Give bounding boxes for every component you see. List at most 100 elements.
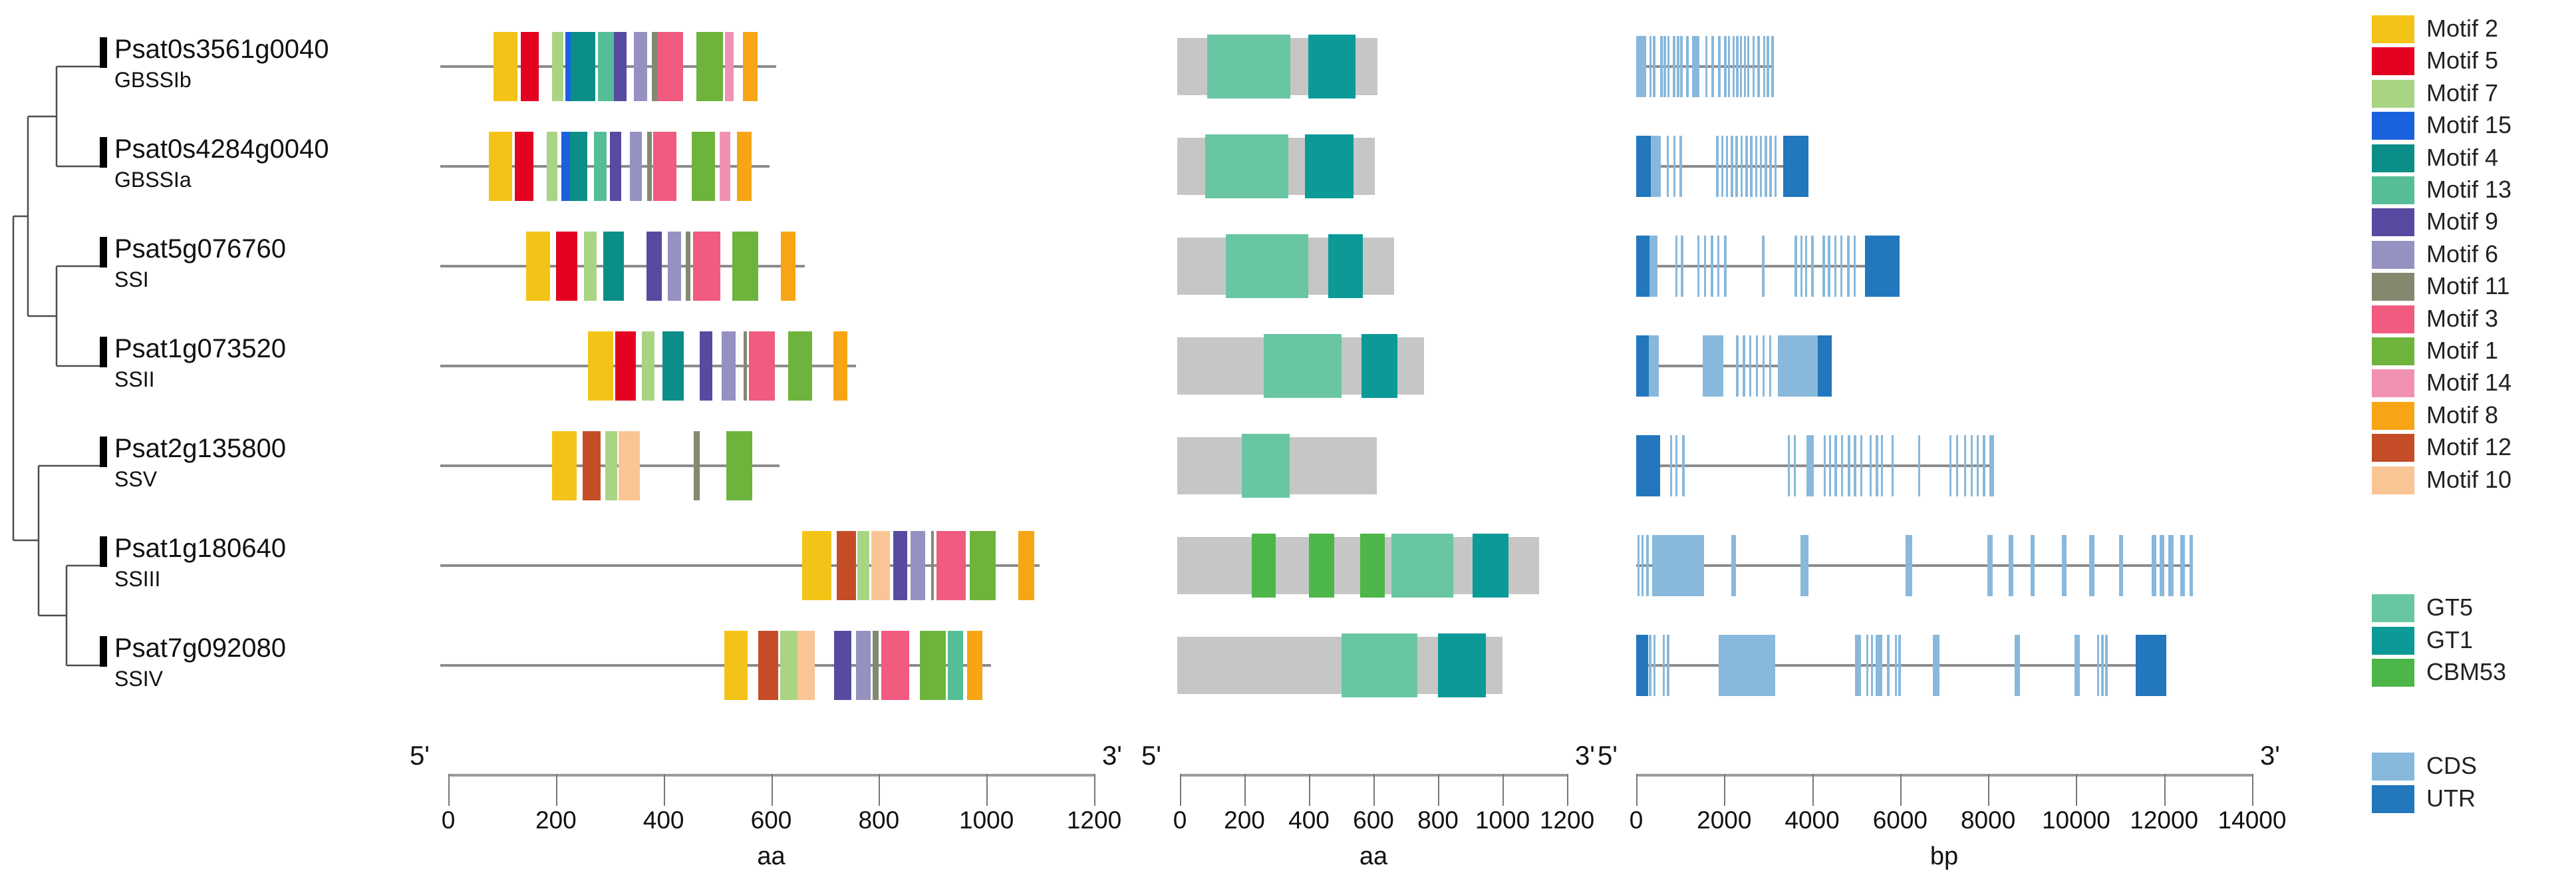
cds-segment — [1804, 236, 1808, 297]
legend-motif-15-swatch — [2372, 112, 2414, 140]
cds-segment — [1649, 36, 1651, 97]
legend-motif-1-swatch — [2372, 337, 2414, 365]
cds-segment — [1834, 435, 1837, 496]
cds-segment — [1949, 435, 1952, 496]
domain-axis-tick-label: 600 — [1353, 806, 1394, 834]
cds-segment — [1848, 435, 1850, 496]
cds-segment — [2061, 535, 2067, 596]
cds-segment — [1769, 335, 1772, 397]
motif-box-11 — [647, 132, 652, 201]
cds-segment — [1763, 36, 1766, 97]
gene-axis-unit-label: bp — [1930, 842, 1959, 870]
cds-segment — [1673, 36, 1675, 97]
motif-box-7 — [605, 431, 618, 500]
legend-motif-14-label: Motif 14 — [2426, 369, 2512, 397]
five-prime-label: 5' — [410, 741, 430, 771]
motif-box-14 — [724, 32, 734, 101]
cds-segment — [1866, 635, 1869, 696]
cds-segment — [2030, 535, 2035, 596]
intron-line — [1636, 265, 1900, 267]
motif-box-11 — [873, 631, 879, 700]
motif-box-15 — [561, 132, 570, 201]
domain-gt5 — [1391, 534, 1454, 598]
cds-segment — [1840, 236, 1843, 297]
gene-axis-tick-label: 10000 — [2041, 806, 2110, 834]
motif-box-10 — [797, 631, 815, 700]
legend-domain-CBM53-swatch — [2372, 659, 2414, 687]
cds-segment — [1653, 635, 1656, 696]
cds-segment — [1828, 435, 1832, 496]
gene-id-label: Psat2g135800 — [114, 434, 287, 463]
cds-segment — [2074, 635, 2080, 696]
cds-segment — [2101, 635, 2104, 696]
motif-axis-unit-label: aa — [757, 842, 786, 870]
motif-box-8 — [1018, 531, 1035, 600]
legend-motif-2-label: Motif 2 — [2426, 15, 2499, 42]
motif-box-15 — [565, 32, 571, 101]
legend-motif-13-swatch — [2372, 176, 2414, 204]
motif-box-6 — [634, 32, 648, 101]
cds-segment — [1666, 136, 1669, 197]
legend-motif-10-label: Motif 10 — [2426, 465, 2512, 493]
intron-line — [1636, 365, 1832, 367]
cds-segment — [1755, 136, 1758, 197]
cds-segment — [1721, 136, 1724, 197]
cds-segment — [2105, 635, 2108, 696]
legend-motif-15-label: Motif 15 — [2426, 111, 2512, 139]
cds-segment — [1740, 136, 1743, 197]
cds-segment — [1787, 435, 1790, 496]
cds-segment — [1651, 535, 1704, 596]
cds-segment — [1680, 36, 1683, 97]
motif-axis-tick — [986, 774, 988, 806]
cds-segment — [1735, 136, 1738, 197]
motif-box-1 — [696, 32, 723, 101]
cds-segment — [1636, 36, 1647, 97]
motif-box-5 — [515, 132, 533, 201]
cds-segment — [1716, 136, 1719, 197]
motif-box-4 — [603, 232, 624, 301]
motif-box-11 — [744, 331, 748, 401]
domain-axis-tick — [1503, 774, 1504, 806]
motif-box-4 — [569, 132, 587, 201]
motif-box-10 — [871, 531, 891, 600]
cds-segment — [1711, 36, 1714, 97]
cds-segment — [1743, 36, 1747, 97]
cds-segment — [1651, 136, 1661, 197]
motif-axis-tick-label: 1200 — [1066, 806, 1122, 834]
gene-axis-tick-label: 4000 — [1785, 806, 1840, 834]
cds-segment — [1876, 435, 1878, 496]
tree-leaf-marker — [100, 337, 107, 367]
motif-box-2 — [588, 331, 614, 401]
motif-axis-tick-label: 600 — [750, 806, 792, 834]
tree-leaf-marker — [100, 636, 107, 667]
domain-gt5 — [1264, 334, 1342, 398]
protein-backbone-line — [440, 664, 992, 667]
domain-gt5 — [1341, 633, 1417, 697]
motif-box-8 — [736, 132, 752, 201]
legend-domain-GT1-swatch — [2372, 626, 2414, 655]
motif-box-5 — [615, 331, 637, 401]
motif-box-8 — [781, 232, 795, 301]
gene-family-label: SSV — [114, 467, 158, 491]
motif-box-3 — [693, 232, 721, 301]
motif-axis-tick-label: 1000 — [959, 806, 1014, 834]
gene-id-label: Psat7g092080 — [114, 633, 287, 663]
legend-motif-8-label: Motif 8 — [2426, 401, 2499, 429]
motif-box-14 — [719, 132, 730, 201]
gene-axis-tick — [2164, 774, 2166, 806]
cds-segment — [2160, 535, 2164, 596]
cds-segment — [2008, 535, 2013, 596]
legend-domain-GT5-label: GT5 — [2426, 594, 2474, 621]
cds-segment — [1697, 236, 1700, 297]
cds-segment — [2015, 635, 2020, 696]
motif-axis-tick-label: 400 — [643, 806, 684, 834]
legend-motif-6-swatch — [2372, 240, 2414, 269]
motif-box-1 — [726, 431, 753, 500]
cds-segment — [1963, 435, 1967, 496]
cds-segment — [1717, 236, 1720, 297]
cds-segment — [1749, 335, 1752, 397]
motif-box-11 — [651, 32, 657, 101]
